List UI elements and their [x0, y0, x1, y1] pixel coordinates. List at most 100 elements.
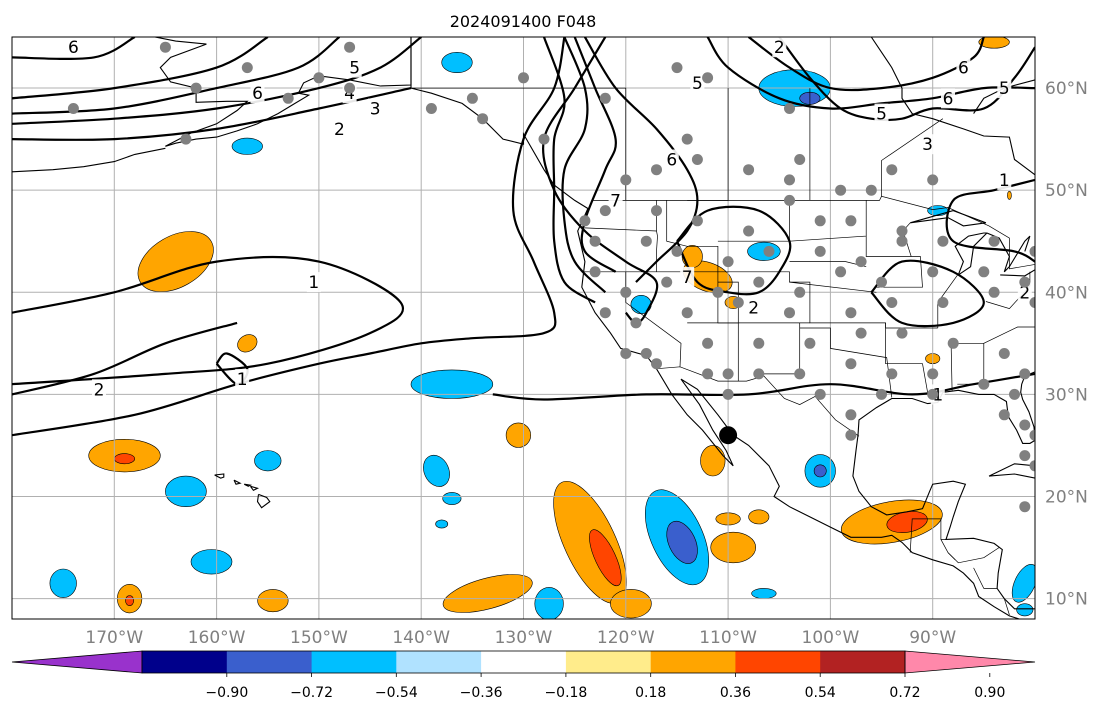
station-marker — [282, 92, 294, 104]
contour-label: 5 — [349, 59, 360, 79]
station-marker — [630, 317, 642, 329]
contour-label: 7 — [610, 191, 621, 211]
station-marker — [589, 235, 601, 247]
station-marker — [722, 256, 734, 268]
contour-label: 4 — [344, 84, 355, 104]
contour-label: 1 — [308, 273, 319, 293]
colorbar-segment — [820, 651, 906, 673]
highlight-marker — [719, 426, 738, 445]
station-marker — [620, 174, 632, 186]
coastline — [214, 473, 225, 479]
longitude-label: 150°W — [290, 628, 348, 648]
shaded-area — [441, 51, 473, 73]
station-marker — [784, 194, 795, 206]
station-marker — [896, 225, 908, 237]
station-marker — [876, 276, 887, 288]
station-marker — [579, 215, 591, 227]
political-border — [983, 326, 1035, 344]
contour-label-background — [680, 266, 695, 287]
shaded-area — [700, 445, 726, 477]
station-marker — [1019, 501, 1031, 513]
latitude-label: 50°N — [1045, 181, 1088, 201]
station-marker — [814, 245, 826, 257]
shaded-area — [190, 549, 233, 575]
shaded-area — [751, 588, 777, 599]
station-marker — [855, 327, 867, 339]
station-marker — [743, 164, 755, 176]
station-marker — [159, 41, 171, 53]
contour-label-background — [874, 103, 889, 124]
station-marker — [845, 429, 857, 441]
contour-label: 2 — [748, 299, 759, 319]
colorbar-tick-label: −0.36 — [460, 685, 503, 701]
shaded-area — [423, 454, 450, 487]
shaded-area — [410, 369, 494, 399]
colorbar-tick-label: −0.18 — [544, 685, 587, 701]
station-marker — [845, 409, 857, 421]
contour-line-2 — [870, 259, 985, 328]
colorbar-extend-high — [904, 650, 1036, 674]
shaded-area — [49, 568, 77, 598]
station-marker — [927, 388, 939, 400]
colorbar-segment — [565, 651, 652, 673]
contour-label: 6 — [68, 38, 79, 58]
contour-line-7 — [573, 37, 617, 273]
contour-line-9 — [542, 37, 596, 304]
station-marker — [794, 154, 806, 165]
contour-label-background — [235, 369, 250, 390]
contour-label: 7 — [682, 268, 693, 288]
shaded-area — [442, 574, 533, 613]
coastline — [12, 147, 166, 173]
station-marker — [998, 348, 1010, 359]
station-marker — [845, 358, 857, 370]
contour-line-2 — [676, 205, 792, 296]
station-marker — [477, 113, 489, 125]
station-marker — [681, 307, 693, 319]
station-marker-layer — [67, 41, 1051, 513]
station-marker — [896, 327, 908, 339]
station-marker — [651, 164, 662, 176]
coastline — [249, 485, 260, 491]
colorbar-tick-label: 0.54 — [805, 685, 836, 701]
latitude-labels: 60°N 50°N 40°N 30°N 20°N 10°N — [1045, 79, 1088, 610]
shaded-area — [125, 595, 135, 606]
political-border — [865, 236, 923, 288]
station-marker — [599, 205, 611, 217]
station-marker — [671, 62, 683, 74]
shaded-area — [927, 205, 949, 216]
station-marker — [1009, 388, 1020, 400]
station-marker — [732, 297, 744, 308]
station-marker — [865, 184, 877, 196]
contour-line-5 — [12, 37, 269, 100]
contour-label-background — [997, 78, 1012, 99]
colorbar-segment — [142, 651, 228, 673]
contour-label: 2 — [774, 38, 785, 58]
longitude-label: 160°W — [188, 628, 246, 648]
station-marker — [180, 133, 192, 145]
contour-label: 6 — [943, 89, 954, 109]
contour-line-6 — [12, 37, 136, 60]
station-marker — [1040, 328, 1051, 339]
contour-label-background — [664, 149, 679, 170]
station-marker — [344, 41, 356, 53]
station-marker — [988, 235, 1000, 247]
colorbar-tick-label: 0.72 — [889, 685, 920, 701]
colorbar-tick-label: −0.90 — [205, 685, 248, 701]
station-marker — [937, 297, 949, 308]
station-marker — [691, 215, 703, 227]
shaded-area — [1016, 603, 1034, 617]
station-marker — [691, 154, 703, 165]
station-marker — [620, 286, 632, 298]
station-marker — [712, 286, 724, 298]
station-marker — [978, 378, 990, 390]
coastline — [957, 232, 988, 276]
political-border — [687, 88, 729, 201]
latitude-label: 10°N — [1045, 590, 1088, 610]
station-marker — [1029, 460, 1035, 472]
coastline — [1000, 269, 1035, 277]
coastline — [243, 483, 253, 487]
colorbar-extend-low — [11, 650, 143, 674]
contour-label-background — [306, 272, 321, 293]
contour-label-background — [746, 297, 761, 318]
shaded-area — [748, 509, 770, 525]
